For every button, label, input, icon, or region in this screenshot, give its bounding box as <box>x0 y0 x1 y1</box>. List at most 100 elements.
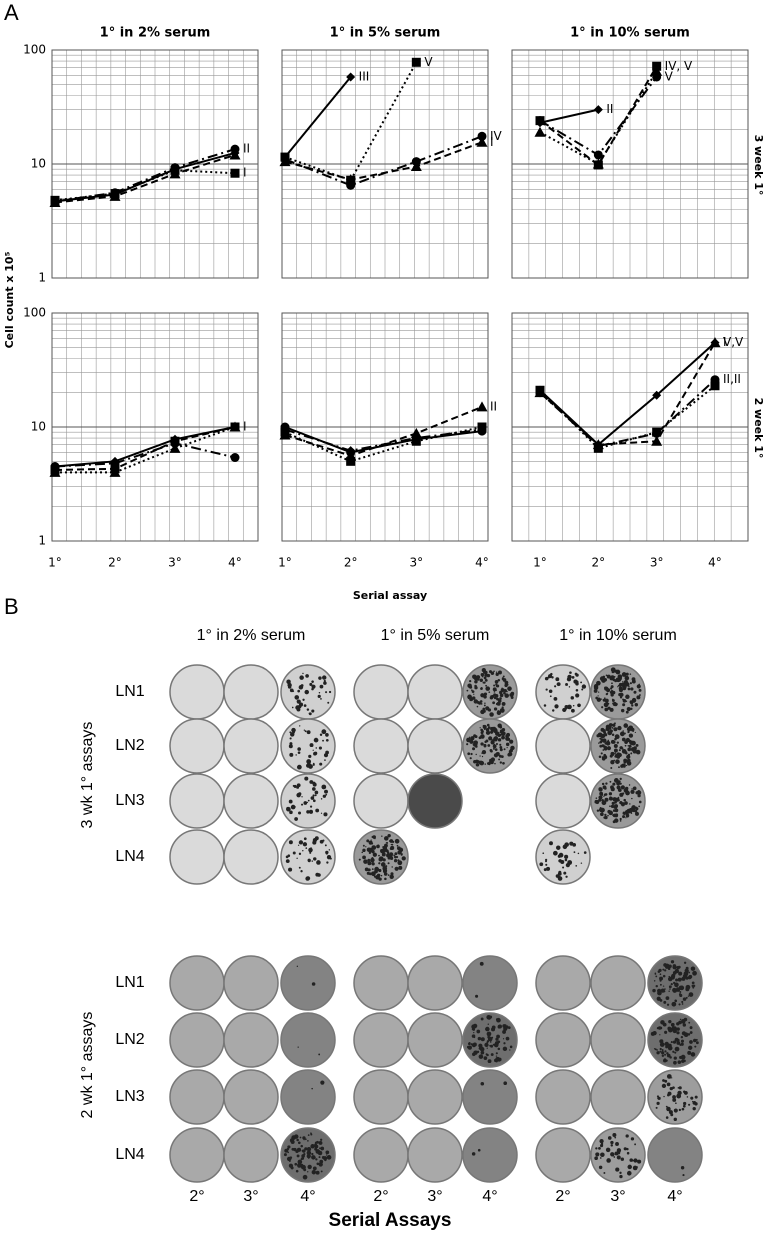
colony <box>296 764 302 770</box>
colony <box>667 1027 673 1033</box>
colony <box>560 859 565 865</box>
colony <box>553 850 558 856</box>
series-line <box>539 70 658 166</box>
dish <box>535 955 591 1011</box>
colony <box>291 727 296 733</box>
colony <box>569 841 574 846</box>
colony <box>312 763 315 766</box>
colony <box>301 1154 305 1158</box>
colony <box>469 679 472 683</box>
dish <box>353 773 409 829</box>
colony <box>616 1148 622 1153</box>
colony <box>692 986 695 989</box>
colony <box>554 685 557 688</box>
colony <box>689 1047 692 1049</box>
colony <box>309 805 313 808</box>
colony <box>673 1056 677 1060</box>
colony <box>318 1053 321 1056</box>
colony <box>483 676 487 680</box>
colony <box>494 1043 497 1046</box>
colony <box>545 688 548 691</box>
colony <box>610 804 615 809</box>
colony <box>674 1037 679 1042</box>
series-line <box>539 341 716 446</box>
colony <box>474 686 478 690</box>
y-tick-label: 100 <box>23 43 46 57</box>
colony <box>599 744 603 748</box>
colony <box>607 739 610 742</box>
colony <box>670 1041 673 1044</box>
colony <box>325 733 329 737</box>
colony <box>619 819 622 822</box>
colony <box>386 854 391 858</box>
colony <box>507 686 512 691</box>
series-label: II <box>606 102 613 116</box>
colony <box>575 688 579 692</box>
colony <box>638 694 641 696</box>
colony <box>695 1038 698 1041</box>
colony <box>680 1039 685 1043</box>
colony <box>494 680 499 684</box>
colony <box>502 761 505 765</box>
colony <box>474 677 477 680</box>
x-tick-label: 4° <box>667 1188 682 1205</box>
colony <box>381 835 383 837</box>
colony <box>375 874 380 880</box>
colony <box>321 729 327 735</box>
colony <box>314 790 319 795</box>
colony <box>474 679 478 684</box>
colony <box>323 753 329 758</box>
colony <box>667 1091 672 1096</box>
colony <box>394 866 399 871</box>
colony <box>362 848 366 853</box>
colony <box>297 747 301 751</box>
colony <box>625 710 629 714</box>
colony <box>358 858 361 861</box>
colony <box>319 733 323 737</box>
x-tick-label: 3° <box>243 1188 258 1205</box>
colony <box>614 755 617 758</box>
colony <box>617 686 619 688</box>
colony <box>629 803 631 805</box>
marker <box>593 443 603 453</box>
colony <box>659 1034 661 1036</box>
marker <box>651 65 663 76</box>
colony <box>499 748 503 752</box>
colony <box>499 693 504 698</box>
colony <box>290 804 296 810</box>
colony <box>325 1150 330 1155</box>
colony <box>294 695 300 700</box>
series-label: II <box>243 142 250 156</box>
colony <box>294 1162 298 1166</box>
colony <box>313 1156 316 1159</box>
panel-letter: A <box>4 0 19 25</box>
colony <box>609 676 614 681</box>
colony <box>320 1138 323 1141</box>
colony <box>310 847 312 849</box>
colony <box>686 1096 689 1098</box>
colony <box>489 760 494 765</box>
marker <box>410 427 422 438</box>
colony <box>605 692 608 696</box>
colony <box>467 1045 472 1050</box>
colony <box>287 682 292 688</box>
colony <box>602 749 605 751</box>
marker <box>229 421 241 432</box>
row-label: LN4 <box>115 1146 144 1163</box>
dish <box>535 829 591 885</box>
marker <box>535 385 545 395</box>
colony <box>393 859 398 863</box>
colony <box>401 853 403 856</box>
colony <box>326 861 329 864</box>
colony <box>311 709 315 713</box>
colony <box>678 1020 682 1025</box>
colony <box>656 1101 660 1105</box>
colony <box>569 671 572 674</box>
chart-title: 1° in 5% serum <box>330 26 441 41</box>
colony <box>477 701 480 704</box>
colony <box>378 862 381 865</box>
colony <box>606 746 612 751</box>
colony <box>496 710 502 716</box>
colony <box>630 687 634 691</box>
colony <box>626 1151 630 1155</box>
